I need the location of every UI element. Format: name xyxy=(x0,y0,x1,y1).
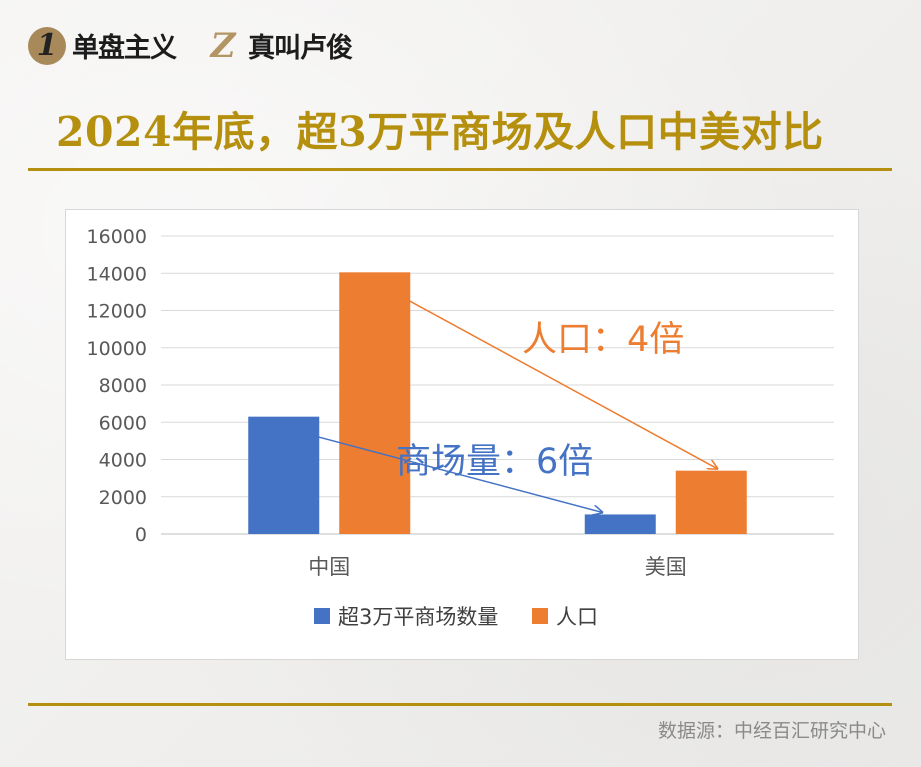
bar xyxy=(584,514,656,534)
x-category-label: 美国 xyxy=(645,555,687,579)
y-tick-label: 6000 xyxy=(99,412,147,434)
bar xyxy=(675,470,747,534)
legend-label: 超3万平商场数量 xyxy=(338,605,498,629)
y-tick-label: 12000 xyxy=(87,301,147,323)
chart-card: 16000 14000 12000 10000 8000 6000 4000 2000 0 中国 美… xyxy=(65,209,859,660)
title-divider xyxy=(28,168,892,171)
y-tick-label: 10000 xyxy=(87,338,147,360)
legend-label: 人口 xyxy=(556,605,598,629)
annotation-label: 商场量：6倍 xyxy=(396,442,593,482)
comparison-arrow xyxy=(360,273,718,468)
bar xyxy=(248,416,320,534)
x-category-label: 中国 xyxy=(308,555,350,579)
y-tick-label: 8000 xyxy=(99,375,147,397)
page-title: 2024年底，超3万平商场及人口中美对比 xyxy=(56,108,824,156)
legend-swatch xyxy=(532,608,548,624)
y-tick-label: 16000 xyxy=(87,226,147,248)
y-tick-label: 2000 xyxy=(99,487,147,509)
y-tick-label: 4000 xyxy=(99,450,147,472)
y-tick-label: 0 xyxy=(135,524,147,546)
logo-z-icon: Z xyxy=(210,25,236,66)
annotation-label: 人口：4倍 xyxy=(522,320,684,360)
brand-name-1: 单盘主义 xyxy=(72,33,177,64)
comparison-arrow xyxy=(279,425,603,513)
y-tick-label: 14000 xyxy=(87,263,147,285)
source-note: 数据源：中经百汇研究中心 xyxy=(657,720,886,742)
legend-swatch xyxy=(314,608,330,624)
brand-name-2: 真叫卢俊 xyxy=(248,33,353,64)
bar-chart: 16000 14000 12000 10000 8000 6000 4000 2000 0 中国 美… xyxy=(87,226,834,629)
footer-divider xyxy=(28,703,892,706)
bar xyxy=(339,272,411,534)
brand-header: 1 单盘主义 Z 真叫卢俊 xyxy=(28,25,353,66)
logo-one-icon: 1 xyxy=(28,26,66,65)
